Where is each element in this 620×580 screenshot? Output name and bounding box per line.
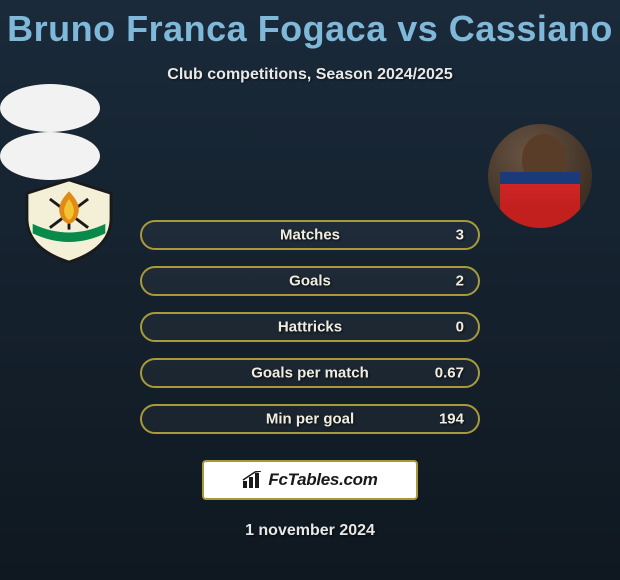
bar-chart-icon: [242, 471, 264, 489]
comparison-subtitle: Club competitions, Season 2024/2025: [0, 66, 620, 84]
player-right-photo: [488, 124, 592, 228]
stat-row-gpm: Goals per match 0.67: [140, 358, 480, 388]
fctables-logo[interactable]: FcTables.com: [202, 460, 418, 500]
stat-label: Goals per match: [251, 365, 369, 382]
stat-label: Min per goal: [266, 411, 354, 428]
club-badge-left: [20, 178, 118, 264]
stat-right-value: 2: [456, 273, 464, 290]
stats-container: Matches 3 Goals 2 Hattricks 0 Goals per …: [140, 220, 480, 434]
player-left-blank-avatar: [0, 84, 100, 132]
stat-right-value: 3: [456, 227, 464, 244]
stat-label: Hattricks: [278, 319, 342, 336]
stat-label: Goals: [289, 273, 331, 290]
stat-row-matches: Matches 3: [140, 220, 480, 250]
stat-right-value: 0: [456, 319, 464, 336]
stat-label: Matches: [280, 227, 340, 244]
stat-right-value: 0.67: [435, 365, 464, 382]
comparison-title: Bruno Franca Fogaca vs Cassiano: [0, 0, 620, 50]
player-right-blank-avatar: [0, 132, 100, 180]
snapshot-date: 1 november 2024: [0, 522, 620, 540]
stat-row-hattricks: Hattricks 0: [140, 312, 480, 342]
stat-row-goals: Goals 2: [140, 266, 480, 296]
logo-text: FcTables.com: [268, 470, 377, 490]
stat-right-value: 194: [439, 411, 464, 428]
stat-row-mpg: Min per goal 194: [140, 404, 480, 434]
